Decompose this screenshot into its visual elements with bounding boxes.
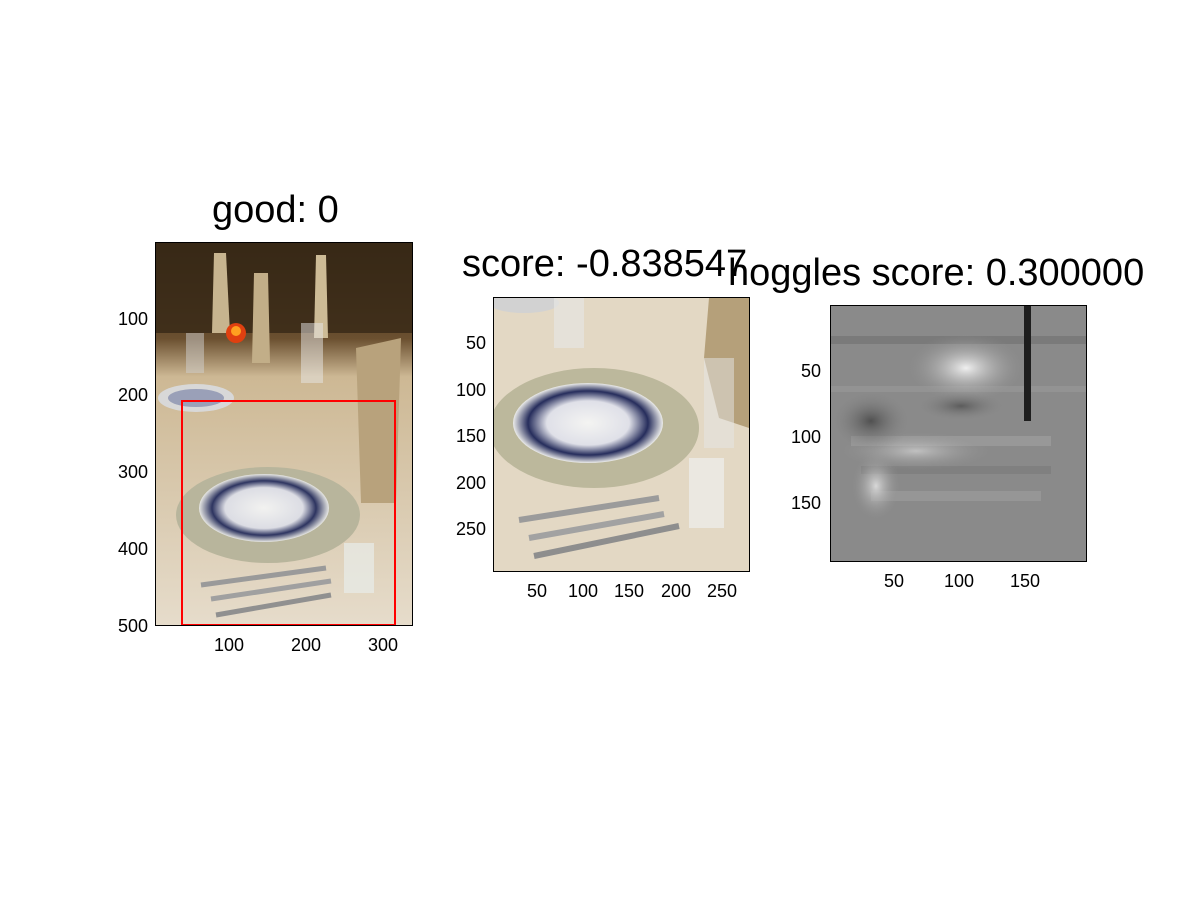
panel3-title: hoggles score: 0.300000	[728, 252, 1145, 294]
panel3-ytick: 50	[800, 361, 821, 381]
panel2-title: score: -0.838547	[462, 243, 748, 285]
panel3-image	[830, 305, 1087, 562]
panel2-xtick: 150	[614, 581, 645, 601]
panel1-ytick: 100	[117, 309, 148, 329]
panel1-xtick: 100	[214, 635, 245, 655]
panel1-xtick: 300	[368, 635, 399, 655]
panel2-xtick: 200	[661, 581, 692, 601]
panel2-ytick: 100	[455, 380, 486, 400]
panel1-title: good: 0	[212, 189, 339, 231]
panel2-ytick: 200	[455, 473, 486, 493]
panel2-xtick: 100	[568, 581, 599, 601]
panel1-ytick: 400	[117, 539, 148, 559]
panel3-ytick: 100	[790, 427, 821, 447]
panel2-xtick: 50	[527, 581, 548, 601]
panel2-xtick: 250	[707, 581, 738, 601]
panel1-image	[155, 242, 413, 626]
panel3-xtick: 50	[884, 571, 905, 591]
panel2-image	[493, 297, 750, 572]
panel1-xtick: 200	[291, 635, 322, 655]
panel1-ytick: 200	[117, 385, 148, 405]
panel2-ytick: 250	[455, 519, 486, 539]
panel2-ytick: 50	[465, 333, 486, 353]
panel1-ytick: 500	[117, 616, 148, 636]
panel3-xtick: 150	[1010, 571, 1041, 591]
panel2-ytick: 150	[455, 426, 486, 446]
panel1-ytick: 300	[117, 462, 148, 482]
panel3-xtick: 100	[944, 571, 975, 591]
panel3-ytick: 150	[790, 493, 821, 513]
